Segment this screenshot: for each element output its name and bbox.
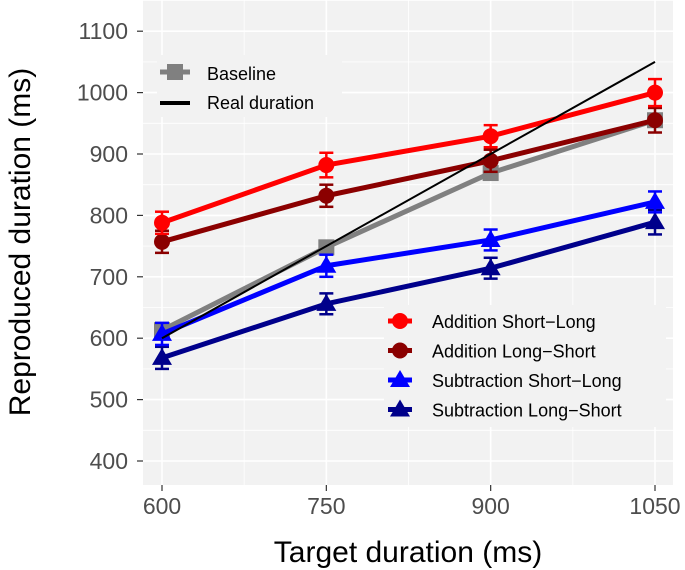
y-tick-label: 500 <box>90 387 128 413</box>
data-point <box>482 128 499 145</box>
legend-key-marker <box>390 399 410 417</box>
legend-label: Subtraction Long−Short <box>432 401 622 421</box>
data-point <box>645 191 665 209</box>
y-axis-title: Reproduced duration (ms) <box>4 68 37 417</box>
data-point <box>152 347 172 365</box>
y-tick-label: 1100 <box>79 18 128 44</box>
legend-box <box>384 305 666 427</box>
series-line <box>160 117 656 333</box>
y-tick-label: 700 <box>90 264 128 290</box>
legend-key-marker <box>392 313 408 329</box>
series-line <box>161 90 656 226</box>
y-tick-label: 900 <box>90 141 128 167</box>
legend-label: Real duration <box>207 93 314 113</box>
x-tick-label: 1050 <box>629 493 680 519</box>
series-line <box>161 199 656 337</box>
legend-label: Baseline <box>207 64 276 84</box>
series-subtraction-long-short <box>152 208 665 371</box>
legend-label: Subtraction Short−Long <box>432 371 622 391</box>
data-point <box>318 157 335 174</box>
legend-key-marker <box>392 342 408 359</box>
data-point <box>647 84 663 101</box>
series-real-duration <box>161 61 656 340</box>
legend-label: Addition Long−Short <box>432 342 596 362</box>
x-axis-title: Target duration (ms) <box>274 536 542 569</box>
data-point <box>152 323 172 341</box>
series-line <box>161 219 656 361</box>
series-line <box>161 117 656 245</box>
y-tick-label: 600 <box>90 325 128 351</box>
y-tick-label: 800 <box>90 202 128 228</box>
series-subtraction-short-long <box>152 190 665 347</box>
y-tick-label: 1000 <box>77 80 128 106</box>
data-point <box>316 255 337 273</box>
legend-key-marker <box>390 370 410 387</box>
data-point <box>318 239 335 256</box>
legend-box <box>157 55 342 117</box>
series-addition-short-long <box>154 77 663 236</box>
data-point <box>154 233 170 250</box>
x-tick-label: 750 <box>307 493 345 519</box>
data-point <box>316 293 337 311</box>
y-tick-label: 400 <box>90 448 128 474</box>
data-point <box>154 214 170 231</box>
data-point <box>318 187 335 204</box>
data-point <box>480 258 501 276</box>
series-line <box>161 61 656 340</box>
x-tick-label: 600 <box>143 493 181 519</box>
data-point <box>480 229 501 247</box>
legend-key-square <box>167 64 183 80</box>
x-tick-label: 900 <box>471 493 509 519</box>
legend-label: Addition Short−Long <box>432 312 596 332</box>
data-point <box>482 152 499 169</box>
data-point <box>645 212 665 230</box>
data-point <box>647 112 663 129</box>
